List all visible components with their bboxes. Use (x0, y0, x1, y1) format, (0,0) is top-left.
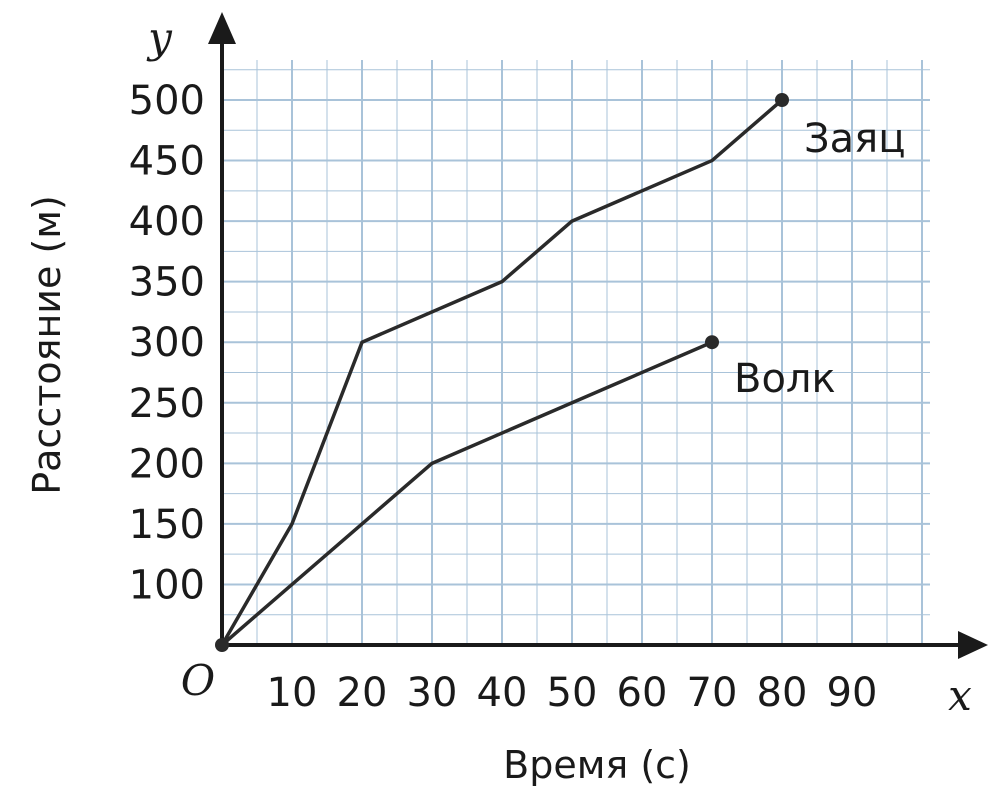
y-tick-label: 300 (129, 320, 205, 366)
series-end-point (705, 335, 719, 350)
y-tick-label: 150 (129, 502, 205, 548)
y-axis-letter: y (146, 13, 173, 62)
y-tick-label: 400 (129, 199, 205, 245)
series-line (220, 340, 714, 647)
axes: 10 20 30 40 50 60 70 80 90 100 150 200 250 300 350 400 4… (129, 12, 988, 716)
x-tick-label: 20 (337, 670, 388, 716)
y-tick-label: 350 (129, 260, 205, 306)
x-axis-title: Время (с) (503, 743, 691, 787)
y-tick-label: 500 (129, 78, 205, 124)
y-tick-label: 100 (129, 562, 205, 608)
origin-label: O (181, 656, 215, 705)
y-tick-label: 450 (129, 139, 205, 185)
y-tick-label: 250 (129, 381, 205, 427)
labels: y x O Время (с) Расстояние (м) (25, 13, 972, 787)
x-tick-label: 70 (687, 670, 738, 716)
series-group: Заяц Волк (215, 93, 905, 652)
x-axis-arrow-icon (958, 631, 988, 659)
x-tick-label: 50 (547, 670, 598, 716)
x-tick-label: 80 (757, 670, 808, 716)
y-axis-arrow-icon (208, 12, 236, 44)
series-label: Заяц (804, 116, 905, 162)
y-axis-title: Расстояние (м) (25, 195, 69, 495)
x-tick-label: 30 (407, 670, 458, 716)
x-tick-label: 90 (827, 670, 878, 716)
x-tick-label: 10 (267, 670, 318, 716)
x-axis-letter: x (948, 671, 972, 720)
origin-point (215, 638, 229, 652)
series-line (220, 98, 784, 647)
x-tick-label: 40 (477, 670, 528, 716)
series-label: Волк (734, 356, 836, 402)
x-tick-label: 60 (617, 670, 668, 716)
y-tick-label: 200 (129, 441, 205, 487)
series-end-point (775, 93, 789, 107)
